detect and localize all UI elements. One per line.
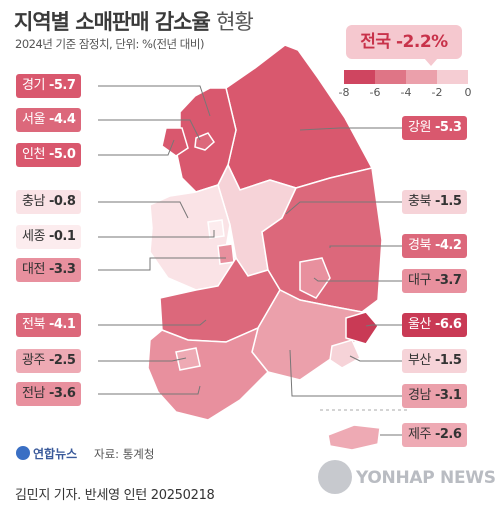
- region-value: -3.7: [430, 273, 462, 288]
- region-name: 경남: [408, 388, 431, 403]
- region-value: -5.0: [44, 147, 76, 162]
- region-name: 광주: [22, 353, 45, 368]
- region-name: 부산: [408, 353, 431, 368]
- region-value: -4.1: [44, 317, 76, 332]
- region-label-광주: 광주 -2.5: [16, 349, 82, 373]
- region-label-부산: 부산 -1.5: [402, 349, 468, 373]
- region-name: 경기: [22, 78, 45, 93]
- region-value: -3.1: [430, 388, 462, 403]
- legend-tick: 0: [464, 86, 472, 99]
- region-shape-서울: [194, 132, 215, 151]
- region-name: 울산: [408, 317, 431, 332]
- region-shape-강원: [225, 44, 374, 191]
- region-name: 인천: [22, 147, 45, 162]
- yonhap-logo: 연합뉴스: [16, 445, 77, 462]
- region-value: -1.5: [430, 353, 462, 368]
- source-text: 자료: 통계청: [94, 447, 155, 461]
- national-badge-pointer: [424, 58, 438, 66]
- region-shape-대전: [217, 243, 235, 265]
- region-label-전남: 전남 -3.6: [16, 382, 82, 406]
- region-shape-대구: [299, 257, 331, 299]
- region-label-대구: 대구 -3.7: [402, 269, 468, 293]
- region-shape-부산: [329, 339, 361, 369]
- region-name: 전북: [22, 317, 45, 332]
- region-value: -4.2: [430, 238, 462, 253]
- region-shape-인천: [161, 127, 189, 157]
- legend-swatch: [406, 70, 437, 84]
- region-label-경북: 경북 -4.2: [402, 234, 468, 258]
- legend-tick: -8: [338, 86, 350, 99]
- region-name: 경북: [408, 238, 431, 253]
- watermark: YONHAP NEWS: [318, 460, 496, 496]
- region-shape-세종: [207, 219, 225, 239]
- page-title: 지역별 소매판매 감소율 현황: [14, 10, 254, 34]
- region-value: -2.5: [44, 353, 76, 368]
- region-label-울산: 울산 -6.6: [402, 313, 468, 337]
- credit-text: 김민지 기자. 반세영 인턴 20250218: [15, 488, 215, 503]
- region-value: -5.3: [430, 120, 462, 135]
- region-shape-전남: [147, 326, 270, 421]
- region-value: -4.4: [44, 112, 76, 127]
- region-value: -1.5: [430, 194, 462, 209]
- region-label-경기: 경기 -5.7: [16, 74, 82, 98]
- legend-swatch: [437, 70, 468, 84]
- region-value: -3.6: [44, 386, 76, 401]
- region-label-세종: 세종 -0.1: [16, 225, 82, 249]
- region-value: -6.6: [430, 317, 462, 332]
- legend-swatch: [344, 70, 375, 84]
- region-name: 서울: [22, 112, 45, 127]
- legend-tick: -2: [431, 86, 443, 99]
- legend-tick: -6: [369, 86, 381, 99]
- region-label-전북: 전북 -4.1: [16, 313, 82, 337]
- region-label-제주: 제주 -2.6: [402, 423, 468, 447]
- region-value: -3.3: [44, 262, 76, 277]
- region-label-충남: 충남 -0.8: [16, 190, 82, 214]
- region-value: -2.6: [430, 427, 462, 442]
- color-legend-ticks: -8 -6 -4 -2 0: [336, 86, 476, 100]
- region-name: 제주: [408, 427, 431, 442]
- region-label-인천: 인천 -5.0: [16, 143, 82, 167]
- legend-tick: -4: [400, 86, 412, 99]
- region-value: -5.7: [44, 78, 76, 93]
- yonhap-logo-icon: [16, 446, 30, 460]
- color-legend: [344, 70, 468, 84]
- region-label-경남: 경남 -3.1: [402, 384, 468, 408]
- region-label-강원: 강원 -5.3: [402, 116, 468, 140]
- region-shape-광주: [175, 347, 201, 371]
- page-subtitle: 2024년 기준 잠정치, 단위: %(전년 대비): [15, 37, 204, 51]
- region-name: 전남: [22, 386, 45, 401]
- region-label-서울: 서울 -4.4: [16, 108, 82, 132]
- region-name: 세종: [22, 229, 45, 244]
- region-name: 충북: [408, 194, 431, 209]
- legend-swatch: [375, 70, 406, 84]
- region-label-충북: 충북 -1.5: [402, 190, 468, 214]
- region-shape-울산: [345, 311, 379, 345]
- region-value: -0.8: [44, 194, 76, 209]
- region-name: 대구: [408, 273, 431, 288]
- region-shape-제주: [327, 424, 381, 451]
- region-name: 대전: [22, 262, 45, 277]
- region-name: 강원: [408, 120, 431, 135]
- region-name: 충남: [22, 194, 45, 209]
- region-value: -0.1: [44, 229, 76, 244]
- region-label-대전: 대전 -3.3: [16, 258, 82, 282]
- national-badge: 전국 -2.2%: [346, 25, 462, 59]
